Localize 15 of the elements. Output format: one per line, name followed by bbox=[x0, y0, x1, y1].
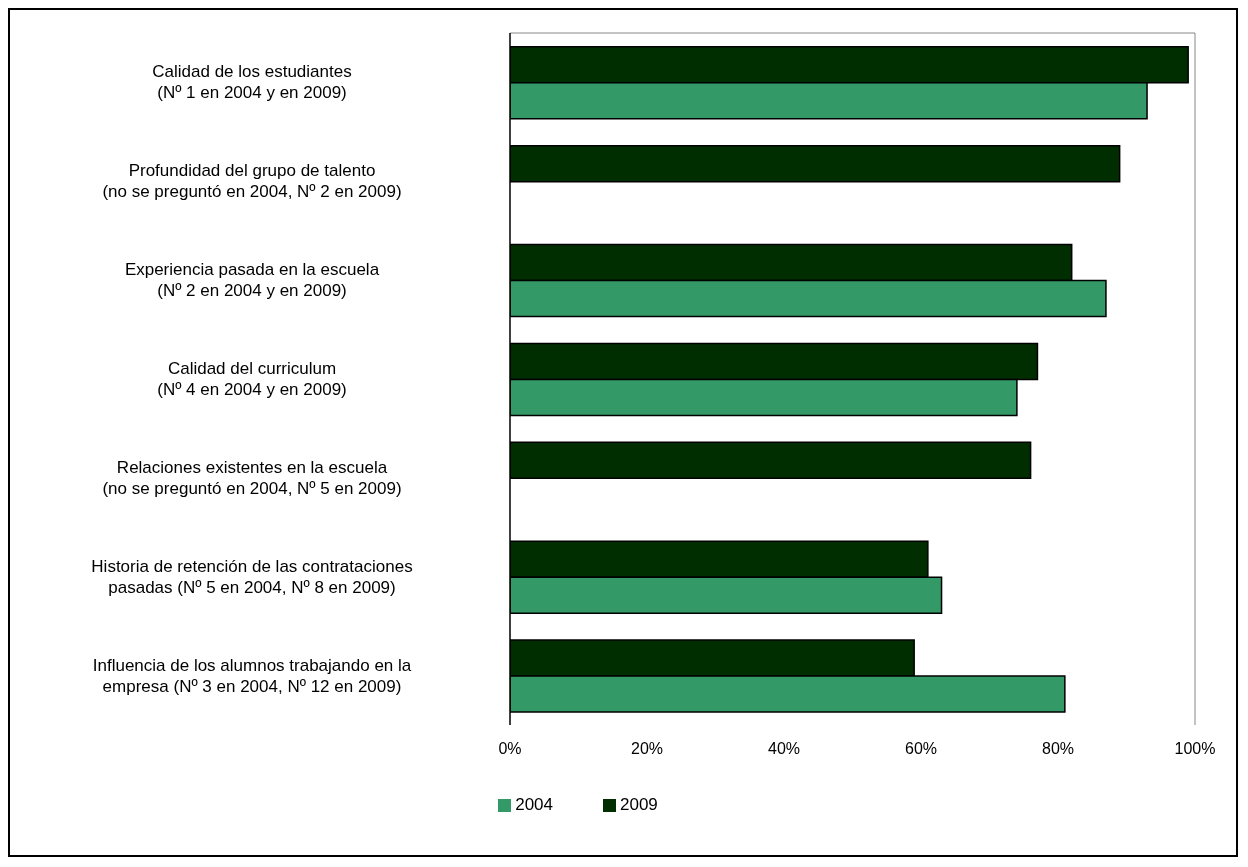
x-tick-label: 80% bbox=[1041, 740, 1075, 758]
x-tick-label: 100% bbox=[1174, 740, 1216, 758]
y-tick-label: Historia de retención de las contrataciones pasadas (Nº 5 en 2004, Nº 8 en 2009) bbox=[91, 556, 413, 597]
y-tick-label: Experiencia pasada en la escuela (Nº 2 en 2004 y en 2009) bbox=[124, 260, 380, 301]
y-tick-label: Relaciones existentes en la escuela (no se preguntó en 2004, Nº 5 en 2009) bbox=[102, 457, 402, 498]
x-tick-label: 0% bbox=[498, 740, 522, 758]
legend-label: 2009 bbox=[620, 795, 658, 814]
y-tick-label: Profundidad del grupo de talento (no se preguntó en 2004, Nº 2 en 2009) bbox=[102, 161, 402, 202]
y-tick-label: Calidad del curriculum (Nº 4 en 2004 y en 2009) bbox=[157, 359, 347, 399]
y-tick-label: Calidad de los estudiantes (Nº 1 en 2004 y en 2009) bbox=[152, 62, 352, 103]
y-tick-label: Influencia de los alumnos trabajando en la empresa (Nº 3 en 2004, Nº 12 en 2009) bbox=[92, 655, 412, 696]
x-tick-label: 20% bbox=[630, 740, 664, 758]
x-tick-label: 60% bbox=[904, 740, 938, 758]
x-tick-label: 40% bbox=[767, 740, 801, 758]
legend-label: 2004 bbox=[515, 795, 553, 814]
